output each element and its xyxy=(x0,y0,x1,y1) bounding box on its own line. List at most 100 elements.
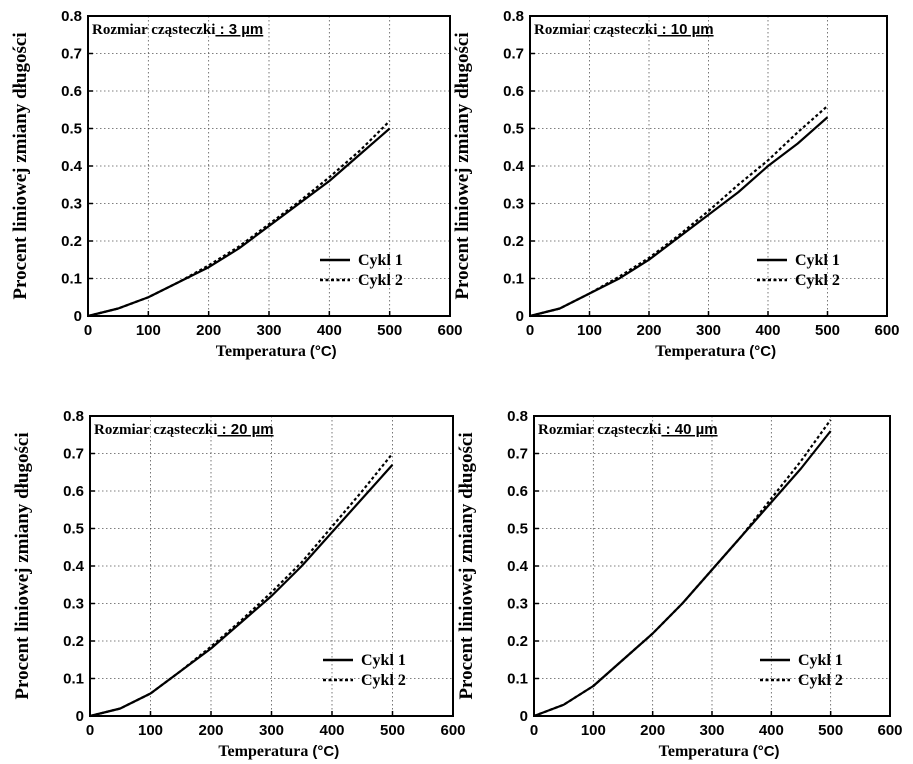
x-tick-label: 200 xyxy=(198,722,223,739)
y-axis-label: Procent liniowej zmiany długości xyxy=(10,32,31,299)
x-tick-label: 300 xyxy=(699,722,724,739)
x-tick-label: 400 xyxy=(759,722,784,739)
x-tick-label: 0 xyxy=(84,322,92,339)
chart-panel-4: 0 100 200 300 400 500 600 0 0.1 0.2 0.3 0.4 0.5 0.6 0.… xyxy=(456,400,913,764)
chart-svg: 0 100 200 300 400 500 600 0 0.1 0.2 0.3 0.4 0.5 0.6 0.… xyxy=(12,408,466,760)
y-tick-label: 0 xyxy=(74,308,82,325)
y-tick-label: 0.6 xyxy=(61,83,82,100)
x-tick-label: 200 xyxy=(636,322,661,339)
x-tick-label: 300 xyxy=(256,322,281,339)
chart-svg: 0 100 200 300 400 500 600 0 0.1 0.2 0.3 0.4 0.5 0.6 0.… xyxy=(10,8,463,360)
x-tick-label: 300 xyxy=(696,322,721,339)
x-tick-label: 0 xyxy=(86,722,94,739)
y-tick-label: 0.3 xyxy=(63,596,84,613)
x-tick-label: 0 xyxy=(526,322,534,339)
y-tick-label: 0 xyxy=(520,708,528,725)
y-axis-label: Procent liniowej zmiany długości xyxy=(12,432,33,699)
y-tick-label: 0.3 xyxy=(507,596,528,613)
x-axis-label: Temperatura (°C) xyxy=(655,343,776,360)
x-tick-label: 400 xyxy=(317,322,342,339)
x-tick-label: 100 xyxy=(577,322,602,339)
y-tick-label: 0.6 xyxy=(503,83,524,100)
y-tick-label: 0.4 xyxy=(503,158,525,175)
x-tick-label: 200 xyxy=(640,722,665,739)
y-tick-label: 0.2 xyxy=(503,233,524,250)
chart-title: Rozmiar cząsteczki : 40 µm xyxy=(538,421,718,438)
y-tick-label: 0.1 xyxy=(61,271,82,288)
x-axis-label: Temperatura (°C) xyxy=(216,343,337,360)
y-tick-label: 0.8 xyxy=(507,408,528,425)
y-tick-label: 0.6 xyxy=(507,483,528,500)
x-tick-label: 500 xyxy=(380,722,405,739)
x-tick-label: 100 xyxy=(136,322,161,339)
x-tick-label: 500 xyxy=(818,722,843,739)
y-tick-label: 0.2 xyxy=(61,233,82,250)
x-tick-label: 200 xyxy=(196,322,221,339)
chart-panel-2: 0 100 200 300 400 500 600 0 0.1 0.2 0.3 0.4 0.5 0.6 0.… xyxy=(452,0,913,382)
y-tick-label: 0 xyxy=(516,308,524,325)
y-tick-label: 0.7 xyxy=(63,446,84,463)
y-tick-label: 0.5 xyxy=(503,121,524,138)
chart-svg: 0 100 200 300 400 500 600 0 0.1 0.2 0.3 0.4 0.5 0.6 0.… xyxy=(452,8,900,360)
x-tick-label: 100 xyxy=(138,722,163,739)
legend-label-1: Cykl 1 xyxy=(798,652,843,669)
y-tick-label: 0.5 xyxy=(507,521,528,538)
series-line-2 xyxy=(529,105,829,318)
y-axis-label: Procent liniowej zmiany długości xyxy=(452,32,473,299)
legend-label-2: Cykl 2 xyxy=(795,272,840,289)
x-tick-label: 600 xyxy=(874,322,899,339)
series-line-1 xyxy=(89,464,394,718)
legend-label-1: Cykl 1 xyxy=(358,252,403,269)
y-tick-label: 0.5 xyxy=(61,121,82,138)
y-tick-label: 0.2 xyxy=(507,633,528,650)
y-tick-label: 0.7 xyxy=(507,446,528,463)
x-tick-label: 600 xyxy=(877,722,902,739)
x-tick-label: 400 xyxy=(755,322,780,339)
y-tick-label: 0.1 xyxy=(63,671,84,688)
legend-label-1: Cykl 1 xyxy=(361,652,406,669)
x-tick-label: 500 xyxy=(377,322,402,339)
series-line-1 xyxy=(533,430,832,718)
y-axis-label: Procent liniowej zmiany długości xyxy=(456,432,477,699)
y-tick-label: 0.3 xyxy=(61,196,82,213)
y-tick-label: 0.7 xyxy=(503,46,524,63)
x-axis-label: Temperatura (°C) xyxy=(659,743,780,760)
series-line-2 xyxy=(533,419,832,718)
legend-label-1: Cykl 1 xyxy=(795,252,840,269)
chart-svg: 0 100 200 300 400 500 600 0 0.1 0.2 0.3 0.4 0.5 0.6 0.… xyxy=(456,408,903,760)
y-tick-label: 0.6 xyxy=(63,483,84,500)
y-tick-label: 0.2 xyxy=(63,633,84,650)
legend-label-2: Cykl 2 xyxy=(358,272,403,289)
y-tick-label: 0.1 xyxy=(507,671,528,688)
chart-title: Rozmiar cząsteczki : 3 µm xyxy=(92,21,263,38)
y-tick-label: 0.4 xyxy=(507,558,529,575)
series-line-1 xyxy=(529,116,829,318)
y-tick-label: 0.7 xyxy=(61,46,82,63)
y-tick-label: 0.8 xyxy=(63,408,84,425)
chart-title: Rozmiar cząsteczki : 20 µm xyxy=(94,421,274,438)
x-tick-label: 0 xyxy=(530,722,538,739)
series-line-2 xyxy=(89,452,394,718)
x-tick-label: 600 xyxy=(440,722,465,739)
series-line-2 xyxy=(87,120,391,318)
chart-panel-1: 0 100 200 300 400 500 600 0 0.1 0.2 0.3 0.4 0.5 0.6 0.… xyxy=(0,0,463,382)
y-tick-label: 0.8 xyxy=(61,8,82,25)
y-tick-label: 0.4 xyxy=(63,558,85,575)
chart-title: Rozmiar cząsteczki : 10 µm xyxy=(534,21,714,38)
y-tick-label: 0.3 xyxy=(503,196,524,213)
x-tick-label: 100 xyxy=(581,722,606,739)
series-line-1 xyxy=(87,127,391,318)
y-tick-label: 0.1 xyxy=(503,271,524,288)
chart-panel-3: 0 100 200 300 400 500 600 0 0.1 0.2 0.3 0.4 0.5 0.6 0.… xyxy=(0,400,466,764)
y-tick-label: 0.4 xyxy=(61,158,83,175)
y-tick-label: 0 xyxy=(76,708,84,725)
x-tick-label: 500 xyxy=(815,322,840,339)
x-axis-label: Temperatura (°C) xyxy=(218,743,339,760)
y-tick-label: 0.5 xyxy=(63,521,84,538)
x-tick-label: 400 xyxy=(319,722,344,739)
legend-label-2: Cykl 2 xyxy=(798,672,843,689)
x-tick-label: 600 xyxy=(437,322,462,339)
legend-label-2: Cykl 2 xyxy=(361,672,406,689)
x-tick-label: 300 xyxy=(259,722,284,739)
y-tick-label: 0.8 xyxy=(503,8,524,25)
